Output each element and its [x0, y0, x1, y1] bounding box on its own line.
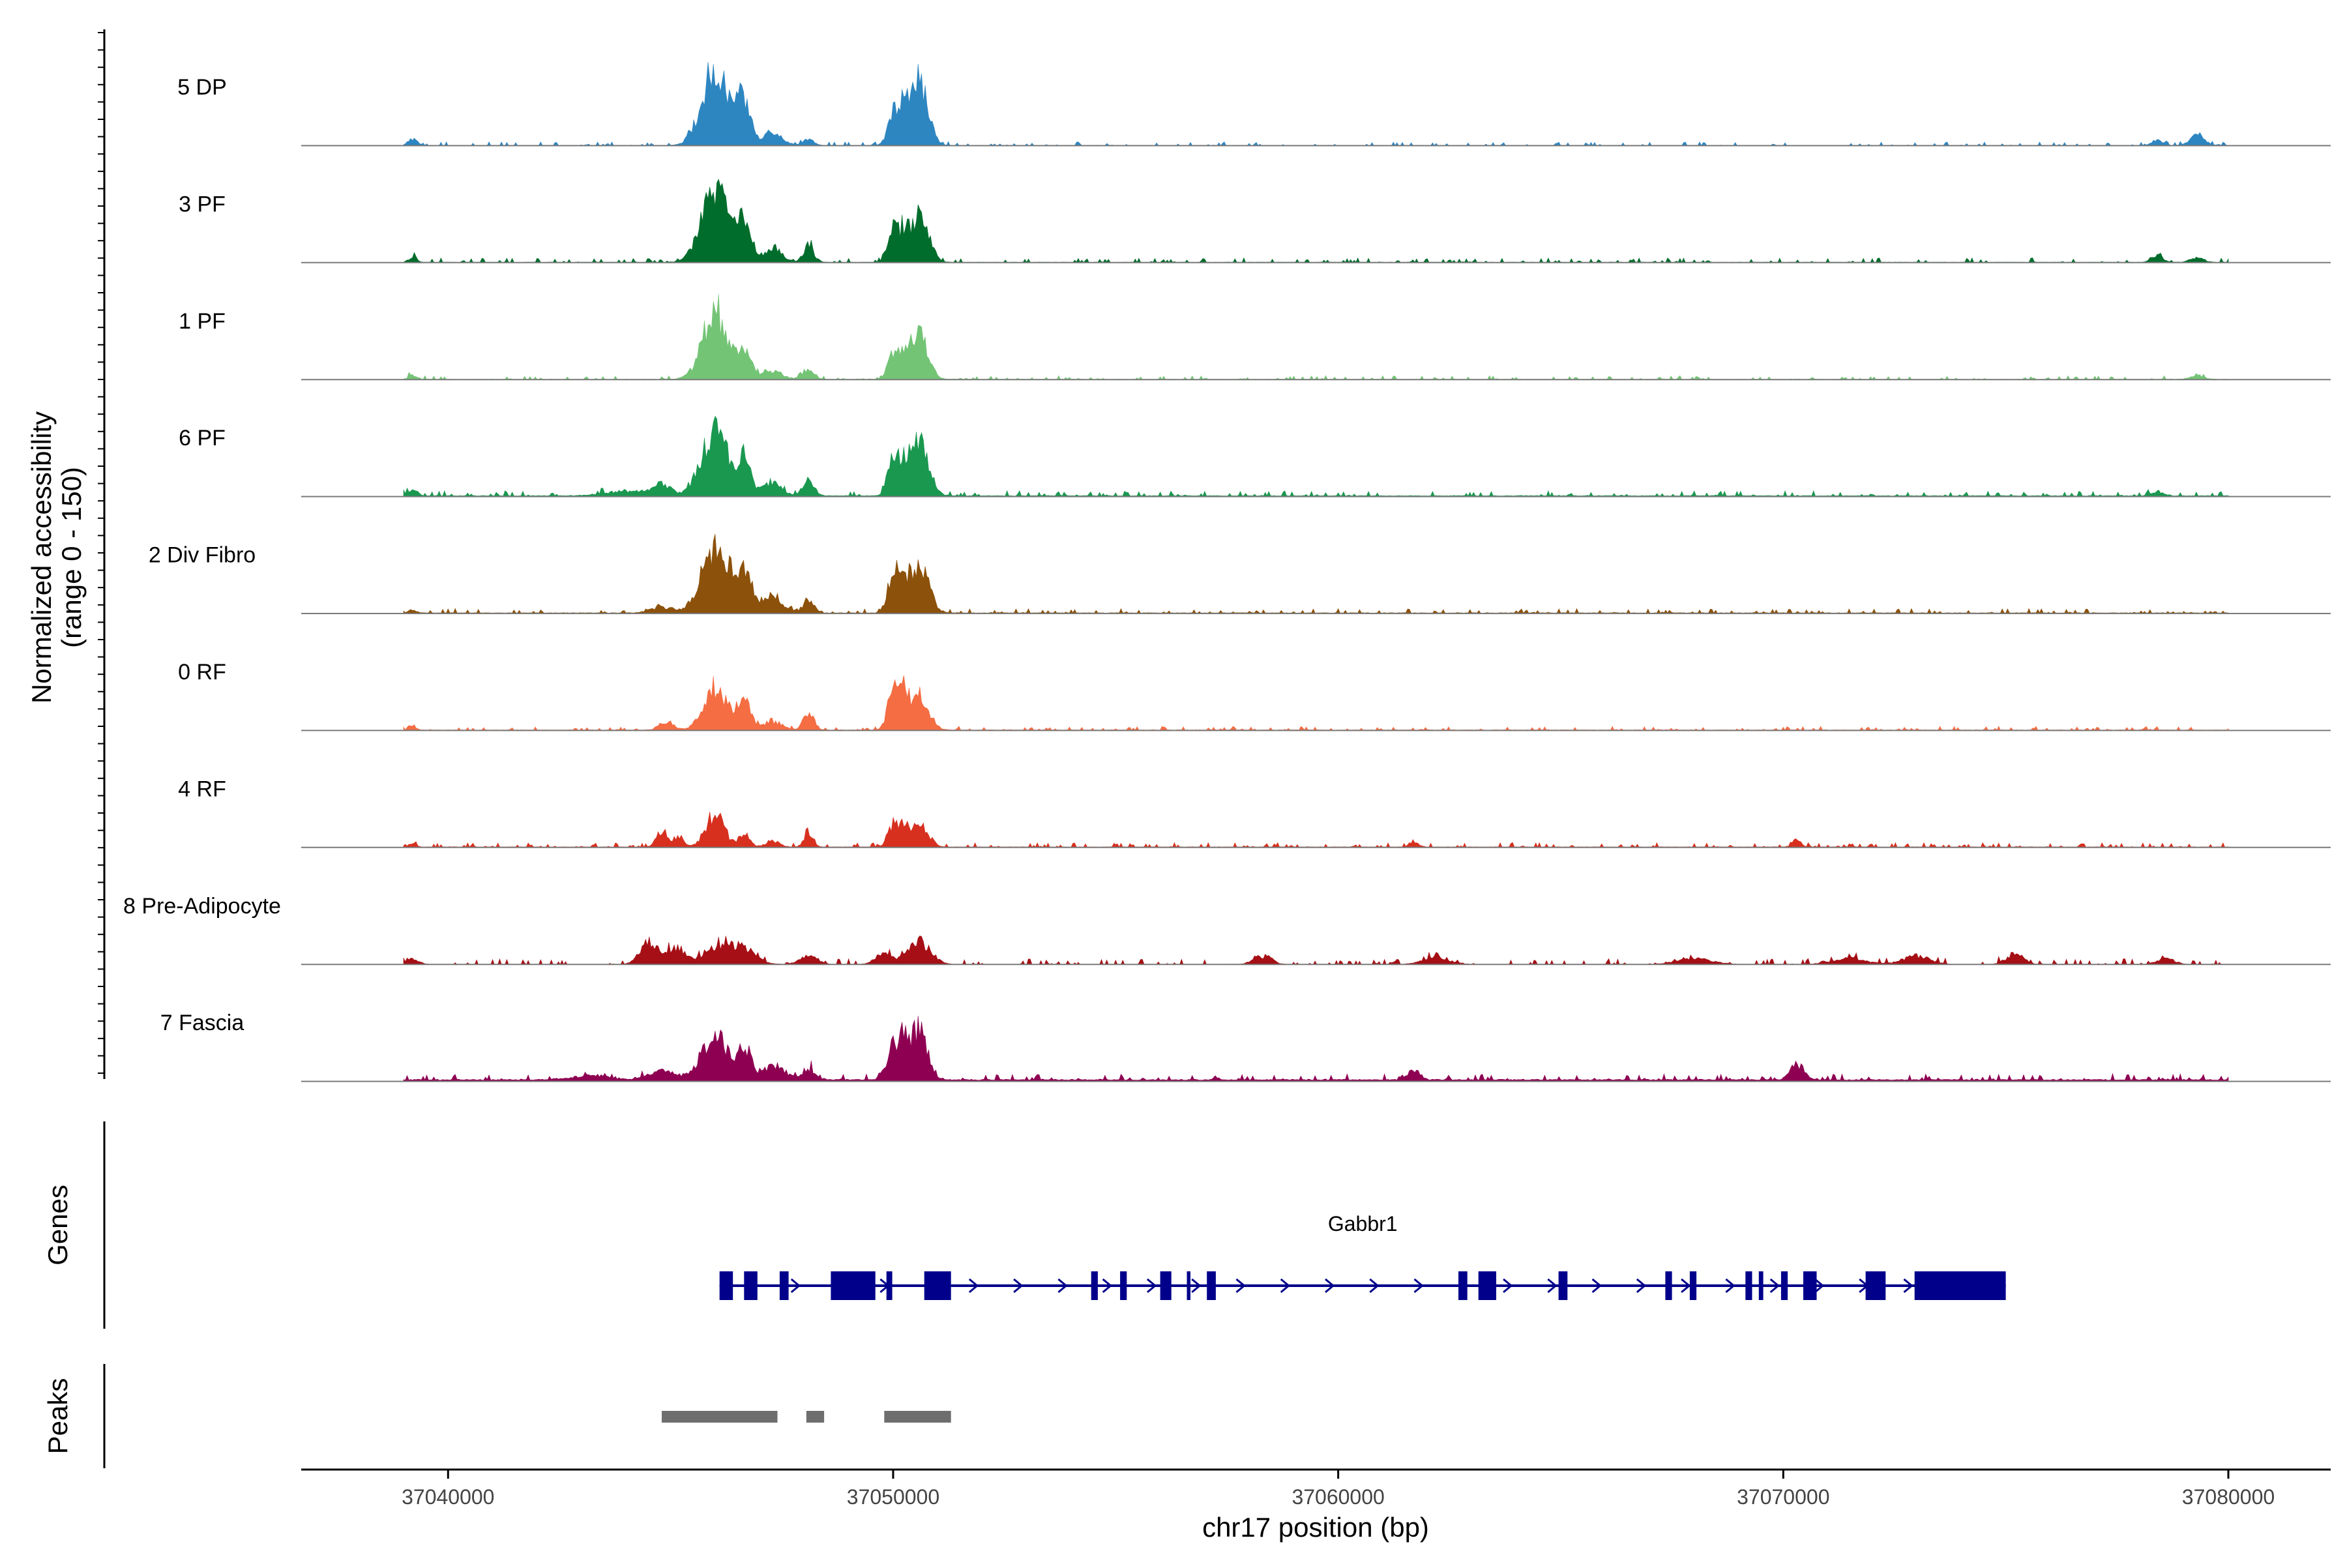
track-label: 4 RF	[178, 777, 226, 801]
strand-arrow	[1057, 1278, 1068, 1294]
strand-arrow	[1769, 1278, 1780, 1294]
track-label: 0 RF	[178, 660, 226, 685]
x-axis-ticks: 37040000 37050000 37060000 37070000 37080000	[402, 1470, 2275, 1509]
coverage-area	[403, 936, 2228, 966]
x-tick-label: 37060000	[1292, 1485, 1384, 1509]
track-0-rf: 0 RF	[178, 660, 2331, 732]
gene-exon	[744, 1271, 758, 1300]
x-tick-label: 37080000	[2182, 1485, 2275, 1509]
strand-arrow	[1413, 1278, 1424, 1294]
strand-arrow	[1725, 1278, 1735, 1294]
gene-exon	[1865, 1271, 1886, 1300]
gene-exon	[831, 1271, 876, 1300]
strand-arrow	[1503, 1278, 1513, 1294]
peak-region	[884, 1411, 951, 1423]
gene-exon	[1160, 1271, 1172, 1300]
track-label: 8 Pre-Adipocyte	[123, 894, 281, 919]
track-3-pf: 3 PF	[179, 179, 2331, 263]
track-label: 3 PF	[179, 192, 226, 216]
coverage-area	[403, 1016, 2229, 1082]
gene-exon	[1914, 1271, 2006, 1300]
gene-exon	[719, 1271, 733, 1300]
coverage-area	[403, 179, 2229, 263]
track-label: 6 PF	[179, 426, 226, 451]
track-label: 5 DP	[177, 75, 227, 100]
gene-exon	[1091, 1271, 1098, 1300]
genes-panel-label: Genes	[42, 1185, 73, 1265]
gene-exon	[1689, 1271, 1697, 1300]
gene-exon	[1665, 1271, 1672, 1300]
gene-exon	[1478, 1271, 1496, 1300]
strand-arrow	[1636, 1278, 1647, 1294]
gene-exon	[1558, 1271, 1568, 1300]
gene-track: Gabbr1	[719, 1212, 2006, 1300]
strand-arrow	[790, 1278, 801, 1294]
strand-arrow	[1013, 1278, 1024, 1294]
coverage-area	[403, 675, 2229, 731]
strand-arrow	[1102, 1278, 1112, 1294]
gene-exon	[1120, 1271, 1127, 1300]
track-1-pf: 1 PF	[179, 294, 2331, 381]
gene-exon	[1745, 1271, 1752, 1300]
coverage-area	[403, 415, 2229, 497]
track-4-rf: 4 RF	[178, 777, 2331, 848]
coverage-tracks: 5 DP 3 PF 1 PF 6 PF 2 Div Fibro 0 RF 4 RF 8 Pre…	[123, 62, 2331, 1082]
gene-name-label: Gabbr1	[1328, 1212, 1398, 1235]
peaks-panel-label: Peaks	[42, 1378, 73, 1455]
gene-exon	[1458, 1271, 1468, 1300]
peak-region	[806, 1411, 825, 1423]
track-5-dp: 5 DP	[177, 62, 2331, 147]
x-tick-label: 37040000	[402, 1485, 494, 1509]
track-label: 1 PF	[179, 309, 226, 334]
y-axis-title: Normalized accessibility	[26, 411, 57, 703]
x-axis-title: chr17 position (bp)	[1202, 1512, 1429, 1543]
gene-exon	[1758, 1271, 1764, 1300]
peak-region	[662, 1411, 778, 1423]
x-tick-label: 37070000	[1737, 1485, 1829, 1509]
strand-arrow	[968, 1278, 979, 1294]
strand-arrow	[1325, 1278, 1335, 1294]
gene-exon	[779, 1271, 789, 1300]
strand-arrow	[1191, 1278, 1202, 1294]
y-axis-ticks	[98, 32, 104, 1074]
gene-exon	[1803, 1271, 1817, 1300]
strand-arrow	[1369, 1278, 1380, 1294]
track-label: 7 Fascia	[160, 1011, 244, 1035]
gene-exon	[1780, 1271, 1788, 1300]
strand-arrow	[1235, 1278, 1246, 1294]
track-2-div-fibro: 2 Div Fibro	[149, 534, 2331, 614]
track-label: 2 Div Fibro	[149, 543, 256, 568]
peaks-track	[662, 1411, 951, 1423]
track-7-fascia: 7 Fascia	[160, 1011, 2331, 1082]
coverage-area	[403, 534, 2229, 614]
track-6-pf: 6 PF	[179, 415, 2331, 497]
strand-arrow	[1547, 1278, 1557, 1294]
strand-arrow	[1591, 1278, 1602, 1294]
coverage-area	[403, 812, 2229, 848]
y-axis-range-label: (range 0 - 150)	[56, 467, 87, 648]
gene-exon	[1207, 1271, 1216, 1300]
strand-arrow	[1146, 1278, 1157, 1294]
strand-arrow	[1280, 1278, 1291, 1294]
gene-exon	[886, 1271, 893, 1300]
strand-arrow	[1814, 1278, 1825, 1294]
coverage-area	[403, 294, 2229, 380]
strand-arrow	[1681, 1278, 1691, 1294]
track-8-pre-adipocyte: 8 Pre-Adipocyte	[123, 894, 2331, 966]
coverage-area	[403, 62, 2229, 146]
x-tick-label: 37050000	[847, 1485, 939, 1509]
gene-exon	[1187, 1271, 1190, 1300]
strand-arrow	[1903, 1278, 1913, 1294]
gene-exon	[924, 1271, 951, 1300]
